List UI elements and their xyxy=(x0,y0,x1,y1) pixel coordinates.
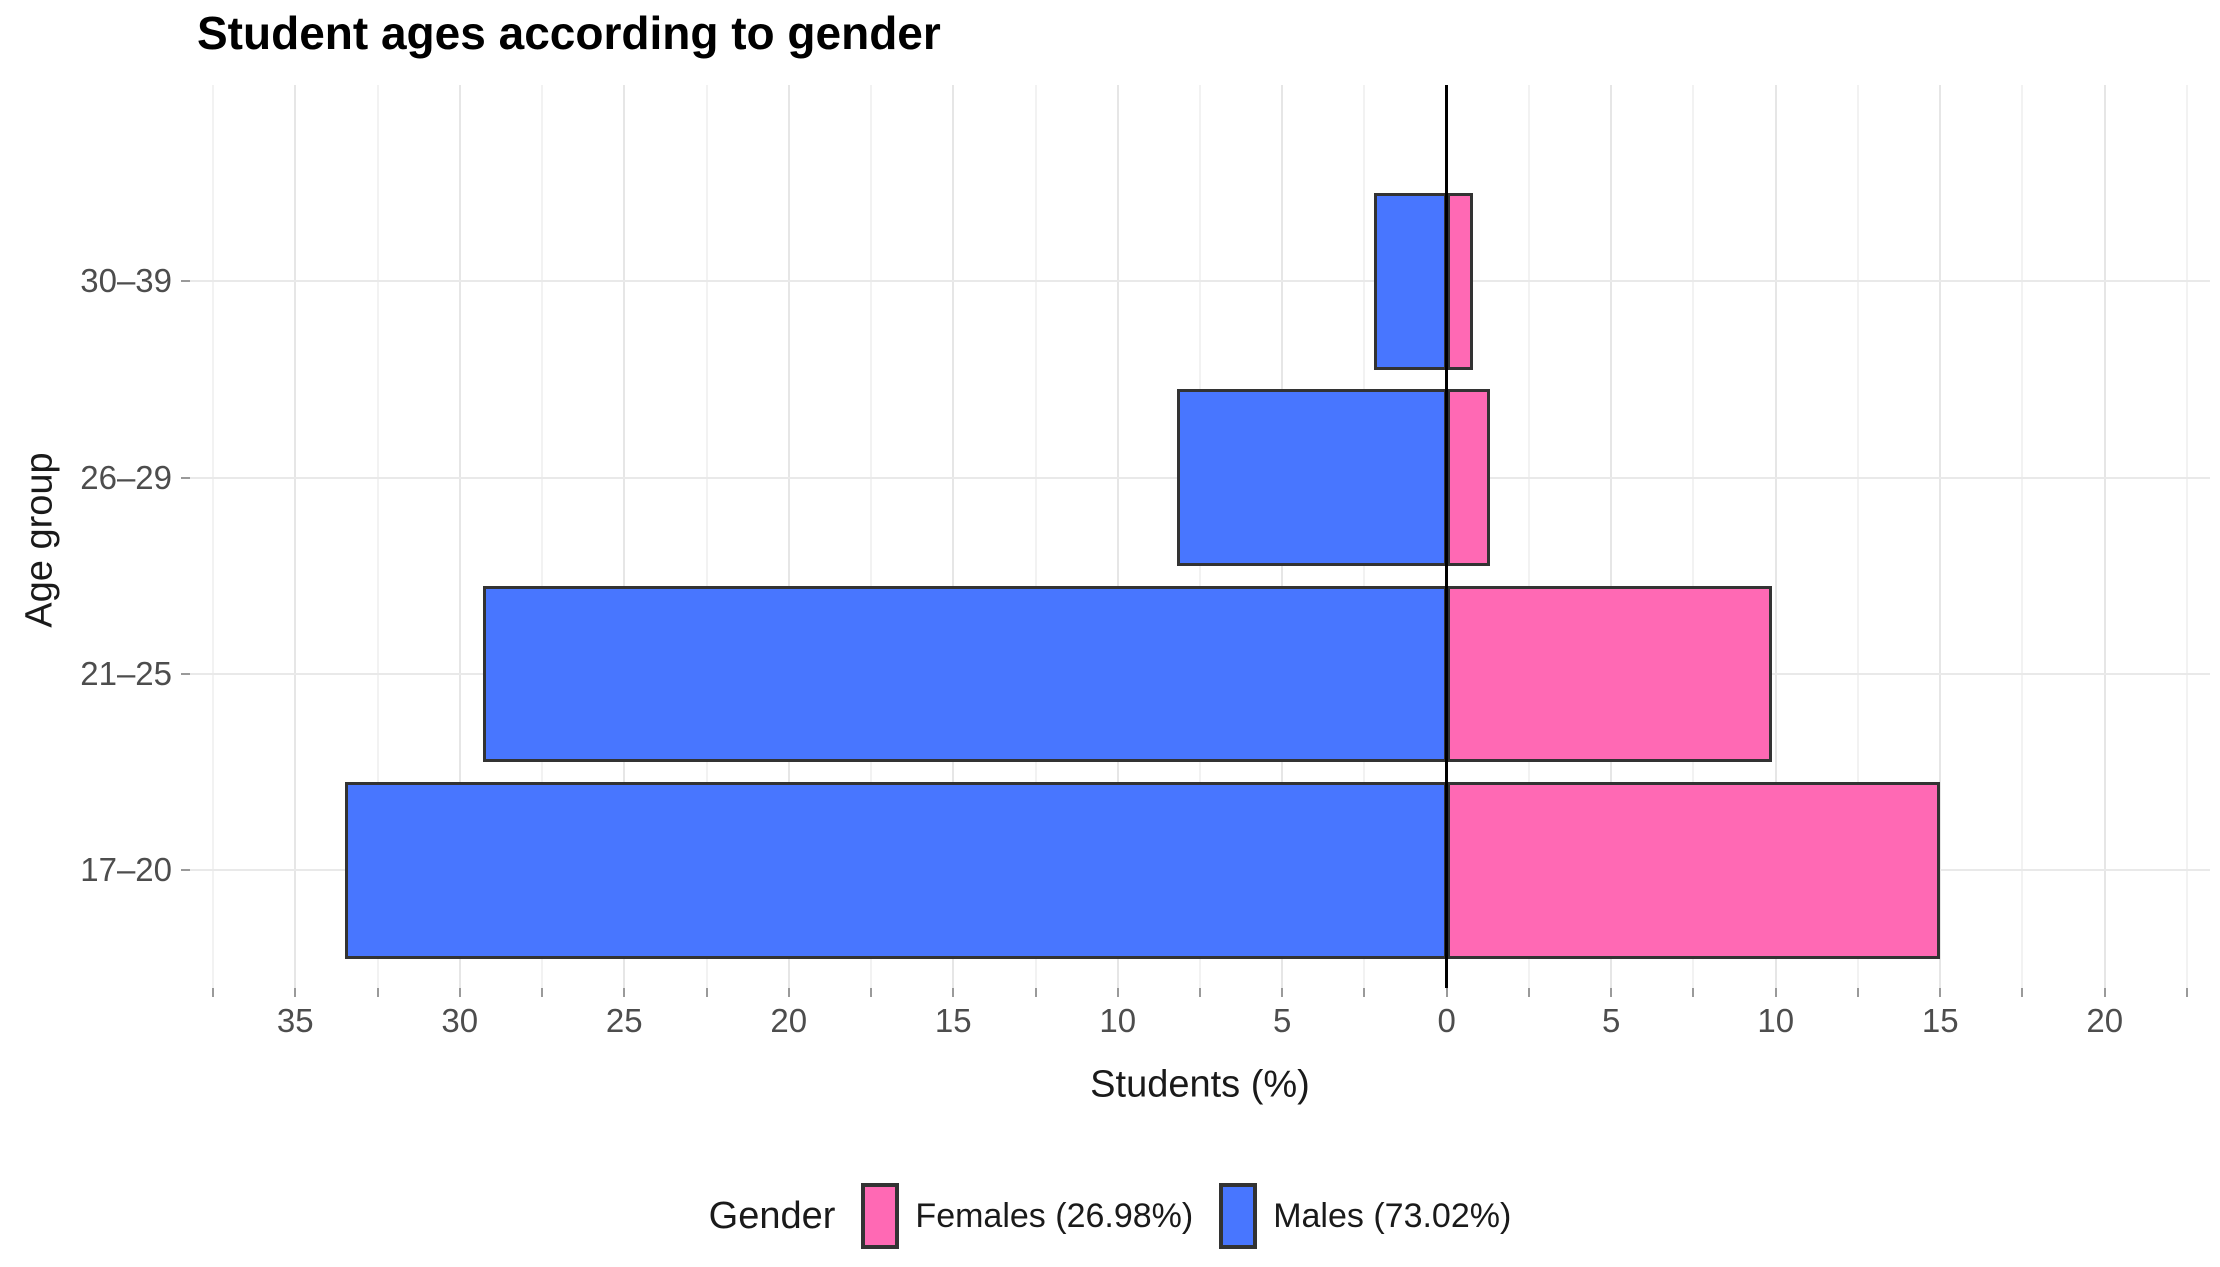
x-tick-mark xyxy=(1774,988,1777,997)
x-tick-mark-minor xyxy=(1034,988,1037,997)
y-tick-label-26–29: 26–29 xyxy=(80,458,172,496)
gridline-x-major xyxy=(952,85,955,988)
gridline-x-major xyxy=(623,85,626,988)
x-tick-mark xyxy=(1116,988,1119,997)
gridline-x-minor xyxy=(212,85,215,988)
x-tick-mark xyxy=(1610,988,1613,997)
x-tick-mark xyxy=(2103,988,2106,997)
gridline-x-minor xyxy=(1692,85,1695,988)
bar-females-17–20 xyxy=(1446,781,1941,959)
x-tick-mark-minor xyxy=(376,988,379,997)
x-tick-mark xyxy=(458,988,461,997)
bar-females-21–25 xyxy=(1446,585,1773,763)
y-tick-label-30–39: 30–39 xyxy=(80,262,172,300)
gridline-x-major xyxy=(1116,85,1119,988)
x-tick-mark xyxy=(294,988,297,997)
gridline-x-minor xyxy=(2185,85,2188,988)
x-tick-mark-minor xyxy=(212,988,215,997)
gridline-x-major xyxy=(1610,85,1613,988)
x-tick-mark-minor xyxy=(1856,988,1859,997)
chart-title: Student ages according to gender xyxy=(197,7,941,59)
legend-item-males: Males (73.02%) xyxy=(1219,1183,1511,1249)
x-tick-mark-minor xyxy=(705,988,708,997)
x-tick-label: 30 xyxy=(441,1002,479,1039)
x-tick-label: 15 xyxy=(934,1002,972,1039)
y-tick-label-17–20: 17–20 xyxy=(80,851,172,889)
x-tick-mark-minor xyxy=(1363,988,1366,997)
females-swatch-icon xyxy=(861,1183,900,1249)
gridline-x-minor xyxy=(376,85,379,988)
gridline-y-30–39 xyxy=(190,280,2210,283)
x-tick-label: 10 xyxy=(1757,1002,1795,1039)
x-tick-mark-minor xyxy=(1199,988,1201,997)
legend: Gender Females (26.98%) Males (73.02%) xyxy=(0,1173,2220,1259)
legend-title: Gender xyxy=(708,1194,836,1237)
gridline-x-minor xyxy=(541,85,544,988)
gridline-x-major xyxy=(2103,85,2106,988)
x-tick-label: 10 xyxy=(1099,1002,1137,1039)
y-tick-mark xyxy=(181,280,190,283)
x-tick-mark xyxy=(952,988,955,997)
gridline-x-minor xyxy=(870,85,872,988)
gridline-x-minor xyxy=(1034,85,1037,988)
legend-item-females: Females (26.98%) xyxy=(861,1183,1193,1249)
x-tick-label: 5 xyxy=(1273,1002,1292,1039)
x-tick-label: 15 xyxy=(1921,1002,1959,1039)
bar-males-21–25 xyxy=(482,585,1447,763)
gridline-x-minor xyxy=(1856,85,1859,988)
x-axis-title: Students (%) xyxy=(1090,1063,1310,1106)
gridline-x-major xyxy=(1939,85,1942,988)
bar-females-30–39 xyxy=(1446,192,1474,370)
x-tick-mark-minor xyxy=(541,988,544,997)
bar-females-26–29 xyxy=(1446,389,1490,566)
x-tick-mark-minor xyxy=(870,988,872,997)
gridline-x-major xyxy=(787,85,790,988)
zero-axis-line xyxy=(1445,85,1449,988)
gridline-x-minor xyxy=(1527,85,1530,988)
gridline-x-major xyxy=(458,85,461,988)
x-tick-mark xyxy=(1281,988,1284,997)
x-tick-mark-minor xyxy=(1692,988,1695,997)
y-tick-mark xyxy=(181,672,190,675)
gridline-x-minor xyxy=(705,85,708,988)
x-tick-mark-minor xyxy=(2185,988,2188,997)
gridline-x-major xyxy=(1774,85,1777,988)
bar-males-26–29 xyxy=(1176,389,1447,566)
gridline-x-major xyxy=(294,85,297,988)
y-tick-label-21–25: 21–25 xyxy=(80,654,172,692)
x-tick-label: 25 xyxy=(605,1002,643,1039)
x-tick-mark xyxy=(1445,988,1448,997)
males-swatch-icon xyxy=(1219,1183,1258,1249)
x-tick-label: 0 xyxy=(1437,1002,1456,1039)
y-axis-title: Age group xyxy=(18,452,61,628)
y-tick-mark xyxy=(181,476,190,479)
plot-panel xyxy=(190,85,2210,988)
x-tick-label: 20 xyxy=(770,1002,808,1039)
x-tick-label: 35 xyxy=(276,1002,314,1039)
x-tick-label: 5 xyxy=(1602,1002,1621,1039)
legend-label-females: Females (26.98%) xyxy=(915,1196,1194,1235)
y-tick-mark xyxy=(181,869,190,872)
x-tick-label: 20 xyxy=(2086,1002,2124,1039)
x-tick-mark xyxy=(787,988,790,997)
x-tick-mark xyxy=(623,988,626,997)
bar-males-30–39 xyxy=(1374,192,1447,370)
bar-males-17–20 xyxy=(344,781,1447,959)
gridline-x-minor xyxy=(2021,85,2024,988)
x-tick-mark-minor xyxy=(2021,988,2024,997)
x-tick-mark xyxy=(1939,988,1942,997)
x-tick-mark-minor xyxy=(1527,988,1530,997)
legend-label-males: Males (73.02%) xyxy=(1273,1196,1512,1235)
